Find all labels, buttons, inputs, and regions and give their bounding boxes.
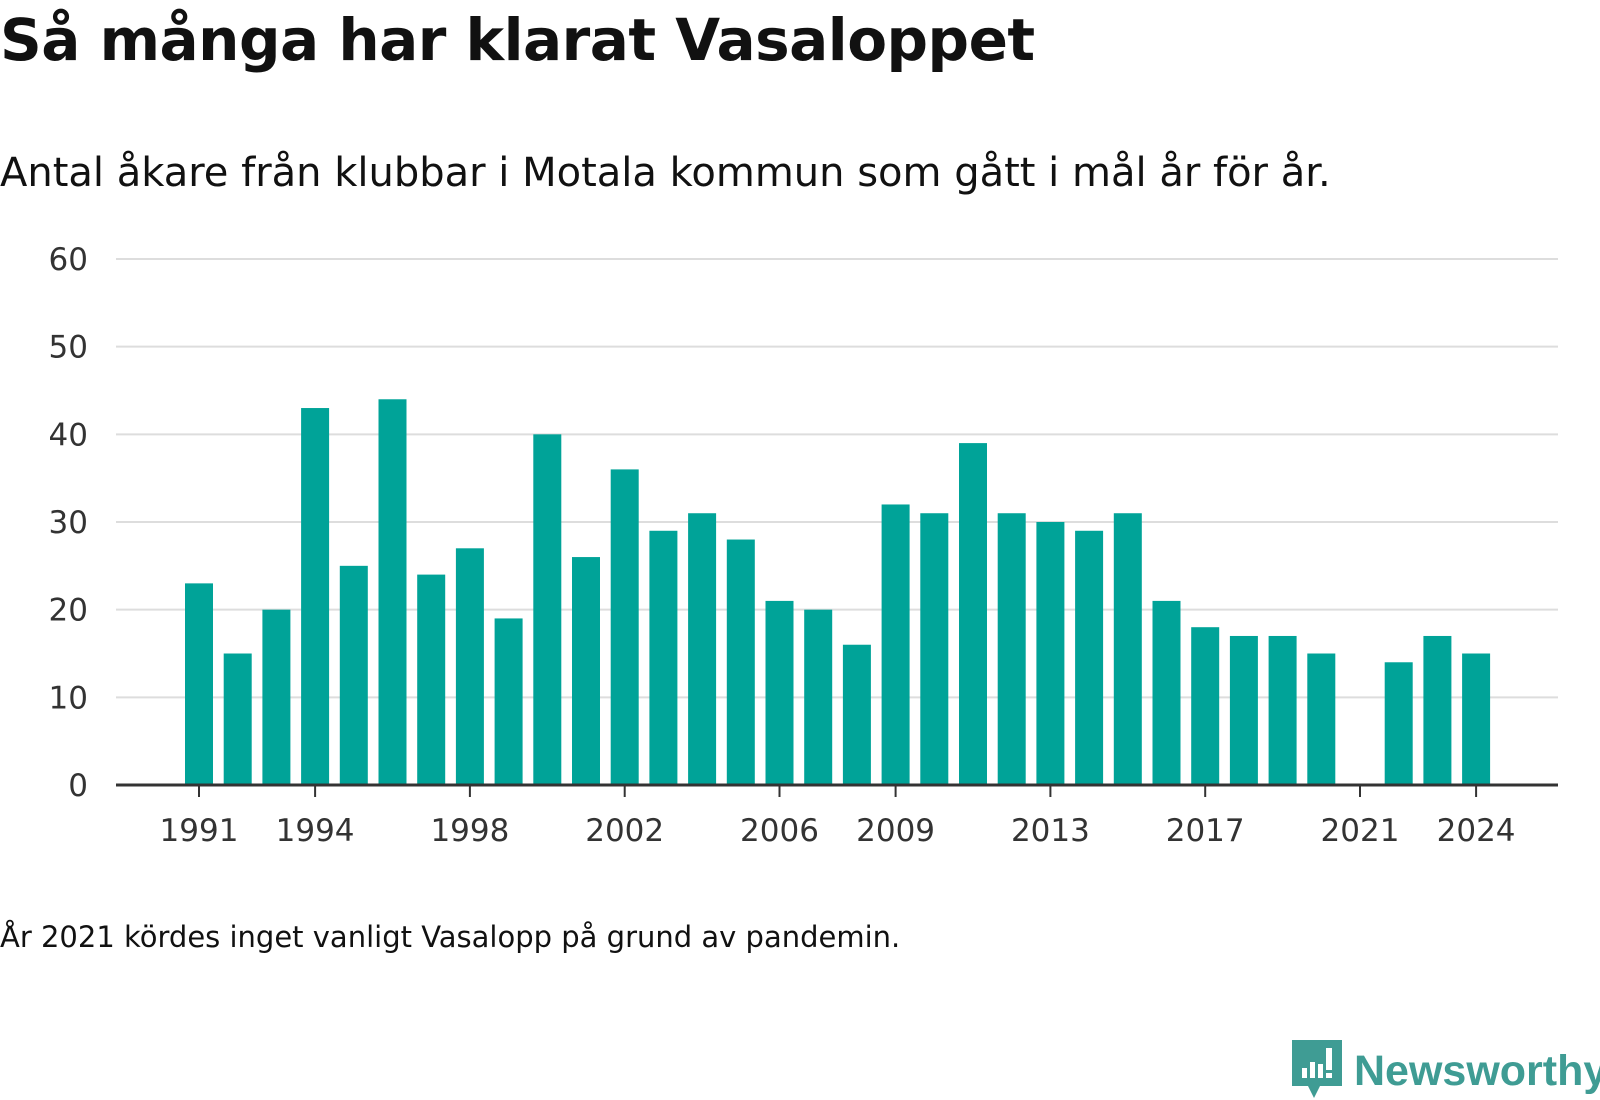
bar-1997 bbox=[417, 574, 446, 785]
bar-2007 bbox=[804, 609, 833, 785]
y-tick-label-10: 10 bbox=[49, 680, 88, 716]
bar-2016 bbox=[1152, 600, 1181, 785]
bar-1996 bbox=[378, 399, 407, 785]
newsworthy-logo-icon bbox=[1292, 1040, 1342, 1098]
bar-2018 bbox=[1229, 635, 1258, 785]
bar-1993 bbox=[262, 609, 291, 785]
bar-2014 bbox=[1075, 530, 1104, 785]
y-tick-label-40: 40 bbox=[49, 417, 88, 453]
bar-1992 bbox=[223, 653, 252, 785]
y-tick-label-50: 50 bbox=[49, 330, 88, 366]
bar-2004 bbox=[688, 513, 717, 785]
y-tick-label-30: 30 bbox=[49, 505, 88, 541]
x-tick-label-2017: 2017 bbox=[1166, 813, 1245, 849]
bar-1998 bbox=[455, 548, 484, 785]
bar-2012 bbox=[997, 513, 1026, 785]
bar-2020 bbox=[1307, 653, 1336, 785]
bar-2000 bbox=[533, 434, 562, 785]
x-tick-label-1998: 1998 bbox=[430, 813, 509, 849]
bar-2003 bbox=[649, 530, 678, 785]
brand-name: Newsworthy bbox=[1354, 1046, 1600, 1095]
x-tick-label-1991: 1991 bbox=[160, 813, 239, 849]
x-tick-label-2002: 2002 bbox=[585, 813, 664, 849]
bar-2022 bbox=[1384, 662, 1413, 785]
bar-2009 bbox=[881, 504, 910, 785]
bar-2024 bbox=[1462, 653, 1491, 785]
bar-1999 bbox=[494, 618, 523, 785]
footnote: År 2021 kördes inget vanligt Vasalopp på… bbox=[0, 920, 901, 954]
chart-subtitle: Antal åkare från klubbar i Motala kommun… bbox=[0, 150, 1331, 196]
bar-chart: 0 10 20 30 40 50 60 1991 1994 1998 2002 2006 2009 201… bbox=[49, 242, 1558, 849]
x-tick-label-2006: 2006 bbox=[740, 813, 819, 849]
bar-2019 bbox=[1268, 635, 1297, 785]
bar-2006 bbox=[765, 600, 794, 785]
bar-2010 bbox=[920, 513, 949, 785]
bar-2023 bbox=[1423, 635, 1452, 785]
x-tick-label-2021: 2021 bbox=[1321, 813, 1400, 849]
x-tick-label-2009: 2009 bbox=[856, 813, 935, 849]
bar-2001 bbox=[572, 557, 600, 785]
chart-title: Så många har klarat Vasaloppet bbox=[0, 6, 1035, 74]
x-tick-label-1994: 1994 bbox=[276, 813, 355, 849]
bar-2015 bbox=[1113, 513, 1142, 785]
bar-2005 bbox=[726, 539, 755, 785]
bar-2002 bbox=[610, 469, 639, 785]
bar-1991 bbox=[185, 583, 213, 785]
x-tick-label-2013: 2013 bbox=[1011, 813, 1090, 849]
y-tick-label-0: 0 bbox=[68, 768, 88, 804]
bar-2008 bbox=[842, 644, 871, 785]
x-tick-label-2024: 2024 bbox=[1437, 813, 1516, 849]
bar-2013 bbox=[1036, 522, 1065, 785]
y-tick-label-60: 60 bbox=[49, 242, 88, 278]
brand-logo[interactable]: Newsworthy bbox=[1292, 1040, 1600, 1100]
bar-2017 bbox=[1191, 627, 1220, 785]
bar-2011 bbox=[959, 443, 987, 785]
y-tick-label-20: 20 bbox=[49, 593, 88, 629]
bar-1994 bbox=[301, 408, 330, 785]
bar-1995 bbox=[339, 565, 368, 785]
